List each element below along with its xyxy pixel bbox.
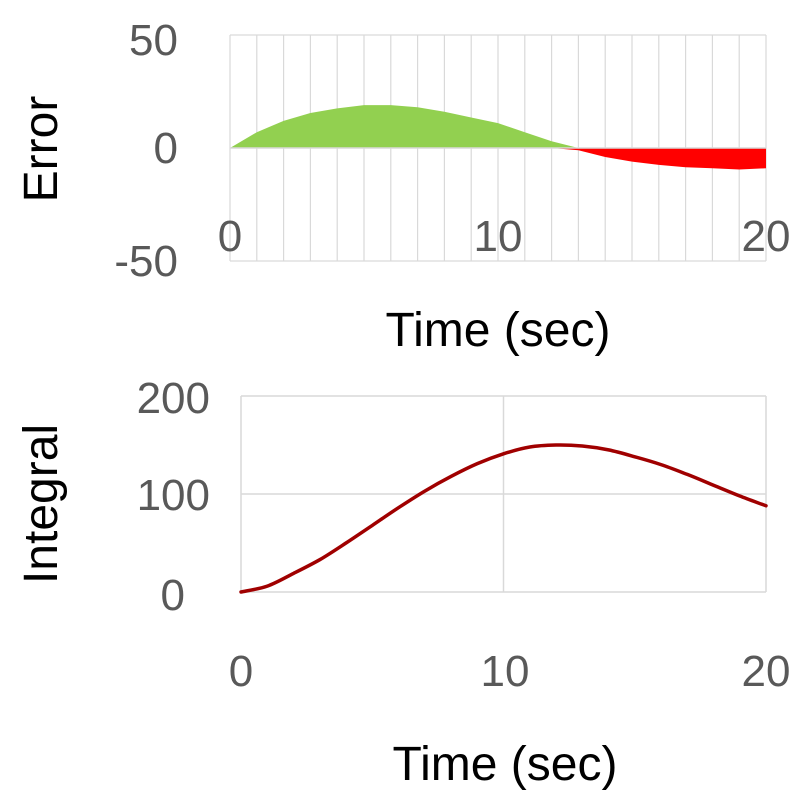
error-x-axis-title: Time (sec): [386, 304, 611, 357]
error-y-tick-label: 50: [129, 16, 178, 65]
error-negative-area: [230, 148, 766, 170]
integral-x-tick-label: 10: [481, 647, 530, 696]
integral-x-axis-title: Time (sec): [393, 738, 618, 791]
integral-x-tick-label: 20: [742, 647, 791, 696]
error-x-tick-label: 20: [742, 212, 791, 261]
integral-gridlines: [240, 395, 767, 593]
error-y-tick-label: -50: [114, 237, 178, 286]
error-chart: 50 0 -50 0 10 20 Error Time (sec): [15, 16, 790, 357]
integral-chart: 200 100 0 0 10 20 Integral Time (sec): [15, 374, 790, 791]
error-x-tick-label: 10: [474, 212, 523, 261]
integral-y-tick-label: 100: [137, 471, 210, 520]
error-positive-area: [230, 105, 766, 148]
error-area: [230, 105, 766, 170]
integral-y-tick-label: 200: [137, 374, 210, 423]
integral-y-axis-title: Integral: [15, 424, 68, 584]
error-y-axis-title: Error: [15, 96, 68, 203]
integral-y-tick-label: 0: [161, 571, 185, 620]
error-x-tick-label: 0: [218, 212, 242, 261]
integral-line-series: [239, 443, 768, 594]
integral-x-tick-label: 0: [229, 647, 253, 696]
integral-line: [239, 443, 768, 594]
error-y-tick-label: 0: [154, 124, 178, 173]
